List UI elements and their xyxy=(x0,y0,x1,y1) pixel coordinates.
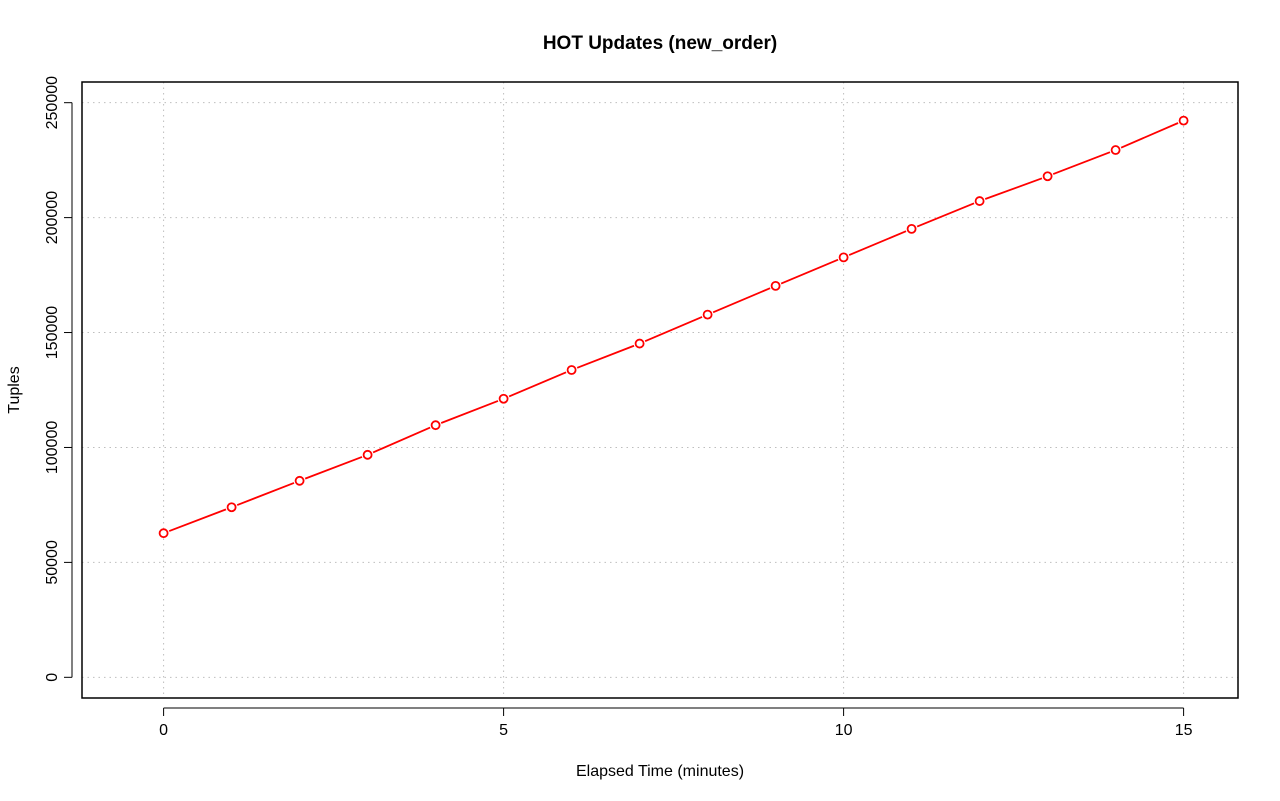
y-tick-label: 250000 xyxy=(44,76,61,129)
y-axis-label: Tuples xyxy=(6,366,23,413)
series-line-segment xyxy=(576,344,635,369)
series-line-segment xyxy=(304,456,363,480)
series-layer xyxy=(158,115,1189,539)
data-point xyxy=(294,475,305,486)
series-line-segment xyxy=(916,202,975,228)
x-tick-label: 15 xyxy=(1175,722,1193,739)
data-point xyxy=(1110,145,1121,155)
series-line-segment xyxy=(848,230,907,256)
data-point xyxy=(634,338,645,349)
data-point xyxy=(158,528,169,539)
data-point xyxy=(430,420,441,431)
series-line-segment xyxy=(780,258,839,285)
data-point xyxy=(566,365,577,375)
x-tick-label: 10 xyxy=(835,722,853,739)
y-tick-label: 200000 xyxy=(44,191,61,244)
x-axis: 0 5 10 15 xyxy=(159,707,1193,739)
y-axis: 0 50000 100000 150000 200000 250000 xyxy=(44,76,73,682)
grid xyxy=(82,82,1238,698)
chart-title: HOT Updates (new_order) xyxy=(543,33,777,54)
series-line-segment xyxy=(168,508,227,532)
data-point xyxy=(498,393,509,404)
x-tick-label: 5 xyxy=(499,722,508,739)
data-point xyxy=(226,502,237,513)
data-point xyxy=(838,252,849,263)
series-line-segment xyxy=(372,426,431,454)
x-tick-label: 0 xyxy=(159,722,168,739)
data-point xyxy=(906,223,917,234)
data-point xyxy=(362,449,373,460)
y-tick-label: 100000 xyxy=(44,421,61,474)
data-point xyxy=(702,309,713,320)
data-point xyxy=(974,196,985,206)
y-tick-label: 0 xyxy=(44,673,61,682)
series-line-segment xyxy=(1052,151,1111,175)
series-line-segment xyxy=(984,177,1043,200)
data-point xyxy=(1178,115,1189,126)
y-tick-label: 150000 xyxy=(44,306,61,359)
data-point xyxy=(770,280,781,291)
series-line-segment xyxy=(508,371,567,398)
plot-frame xyxy=(81,81,1239,699)
series-line-segment xyxy=(1120,122,1179,149)
series-line-segment xyxy=(712,287,771,314)
series-line-segment xyxy=(236,482,295,506)
y-tick-label: 50000 xyxy=(44,540,61,585)
series-line-segment xyxy=(644,316,703,343)
data-point xyxy=(1042,171,1053,182)
x-axis-label: Elapsed Time (minutes) xyxy=(576,763,744,780)
series-line-segment xyxy=(440,400,499,424)
